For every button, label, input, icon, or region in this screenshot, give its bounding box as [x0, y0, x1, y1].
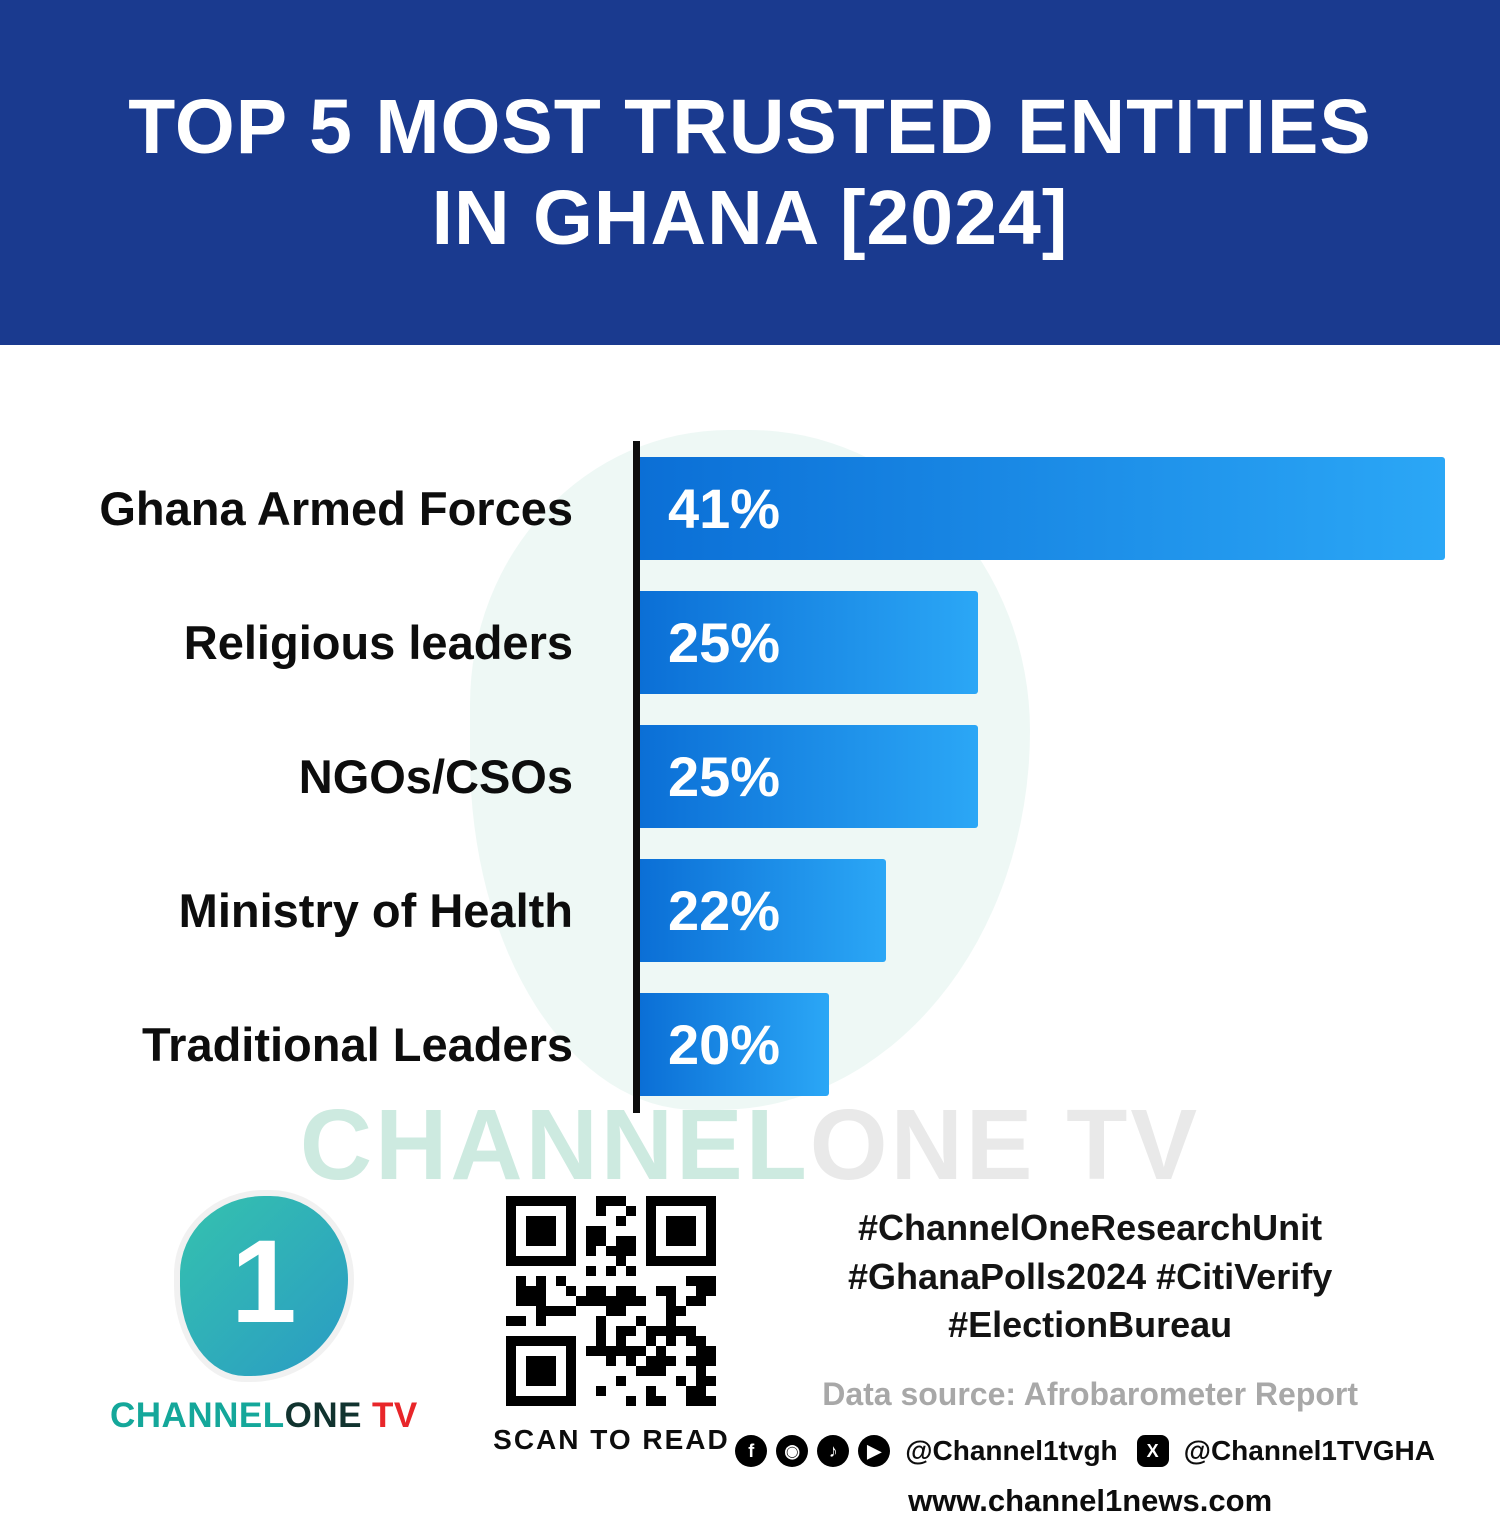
tiktok-icon: ♪ — [817, 1434, 850, 1467]
facebook-icon: f — [735, 1434, 768, 1467]
watermark-one-tv: ONE TV — [809, 1089, 1201, 1201]
hashtag-line-2: #GhanaPolls2024 #CitiVerify — [847, 1255, 1333, 1297]
logo-text-one: ONE — [284, 1396, 362, 1435]
logo-text-channel: CHANNEL — [110, 1396, 285, 1435]
instagram-icon: ◉ — [776, 1434, 809, 1467]
bar-label: Traditional Leaders — [142, 1018, 573, 1071]
bar-chart: Ghana Armed Forces 41% Religious leaders 25… — [0, 441, 1500, 1113]
page-title-line2: IN GHANA [2024] — [431, 174, 1069, 261]
bar-value-label: 25% — [668, 611, 781, 674]
bar: 22% — [640, 859, 886, 962]
channel-one-logo-icon: 1 — [179, 1196, 348, 1376]
header-banner: TOP 5 MOST TRUSTED ENTITIES IN GHANA [20… — [0, 0, 1500, 345]
logo-numeral: 1 — [231, 1216, 297, 1348]
bar-value-label: 41% — [668, 477, 781, 540]
bar-label: NGOs/CSOs — [298, 750, 573, 803]
chart-row: Ghana Armed Forces 41% — [0, 457, 1500, 560]
bar: 25% — [640, 591, 978, 694]
social-row: f ◉ ♪ ▶ @Channel1tvgh X @Channel1TVGHA — [735, 1434, 1445, 1467]
footer: 1 CHANNELONE TV SCAN TO READ #ChannelOneR… — [0, 1196, 1500, 1519]
bar-label: Ministry of Health — [178, 884, 573, 937]
page-title-line1: TOP 5 MOST TRUSTED ENTITIES — [128, 83, 1372, 170]
bar: 25% — [640, 725, 978, 828]
hashtag-line-1: #ChannelOneResearchUnit — [858, 1207, 1323, 1248]
chart-axis-line — [633, 441, 640, 1113]
logo-text-tv: TV — [371, 1396, 418, 1435]
data-source-note: Data source: Afrobarometer Report — [822, 1375, 1359, 1412]
hashtag-line-3: #ElectionBureau — [948, 1304, 1233, 1346]
chart-row: Religious leaders 25% — [0, 591, 1500, 694]
hashtags: #ChannelOneResearchUnit #GhanaPolls2024 … — [735, 1204, 1445, 1350]
channel-one-logo-block: 1 CHANNELONE TV — [110, 1196, 418, 1436]
qr-caption: SCAN TO READ — [493, 1424, 730, 1455]
chart-row: Traditional Leaders 20% — [0, 993, 1500, 1096]
qr-code — [506, 1196, 717, 1406]
bar-value-label: 20% — [668, 1013, 781, 1076]
bar-value-label: 22% — [668, 879, 781, 942]
social-handle-x: @Channel1TVGHA — [1183, 1434, 1435, 1466]
bar: 41% — [640, 457, 1445, 560]
website-url: www.channel1news.com — [908, 1482, 1273, 1518]
chart-row: Ministry of Health 22% — [0, 859, 1500, 962]
social-handle-main: @Channel1tvgh — [905, 1434, 1118, 1466]
bar-label: Religious leaders — [183, 616, 573, 669]
chart-row: NGOs/CSOs 25% — [0, 725, 1500, 828]
bar-value-label: 25% — [668, 745, 781, 808]
x-icon: X — [1136, 1434, 1169, 1467]
channel-one-watermark: CHANNELONE TV — [0, 1088, 1500, 1203]
footer-info-block: #ChannelOneResearchUnit #GhanaPolls2024 … — [735, 1204, 1445, 1519]
chart-rows: Ghana Armed Forces 41% Religious leaders 25… — [0, 457, 1500, 1096]
bar-label: Ghana Armed Forces — [99, 482, 573, 535]
watermark-channel: CHANNEL — [299, 1089, 810, 1201]
bar: 20% — [640, 993, 829, 1096]
qr-block: SCAN TO READ — [488, 1196, 736, 1456]
logo-wordmark: CHANNELONE TV — [110, 1396, 418, 1436]
youtube-icon: ▶ — [858, 1434, 891, 1467]
